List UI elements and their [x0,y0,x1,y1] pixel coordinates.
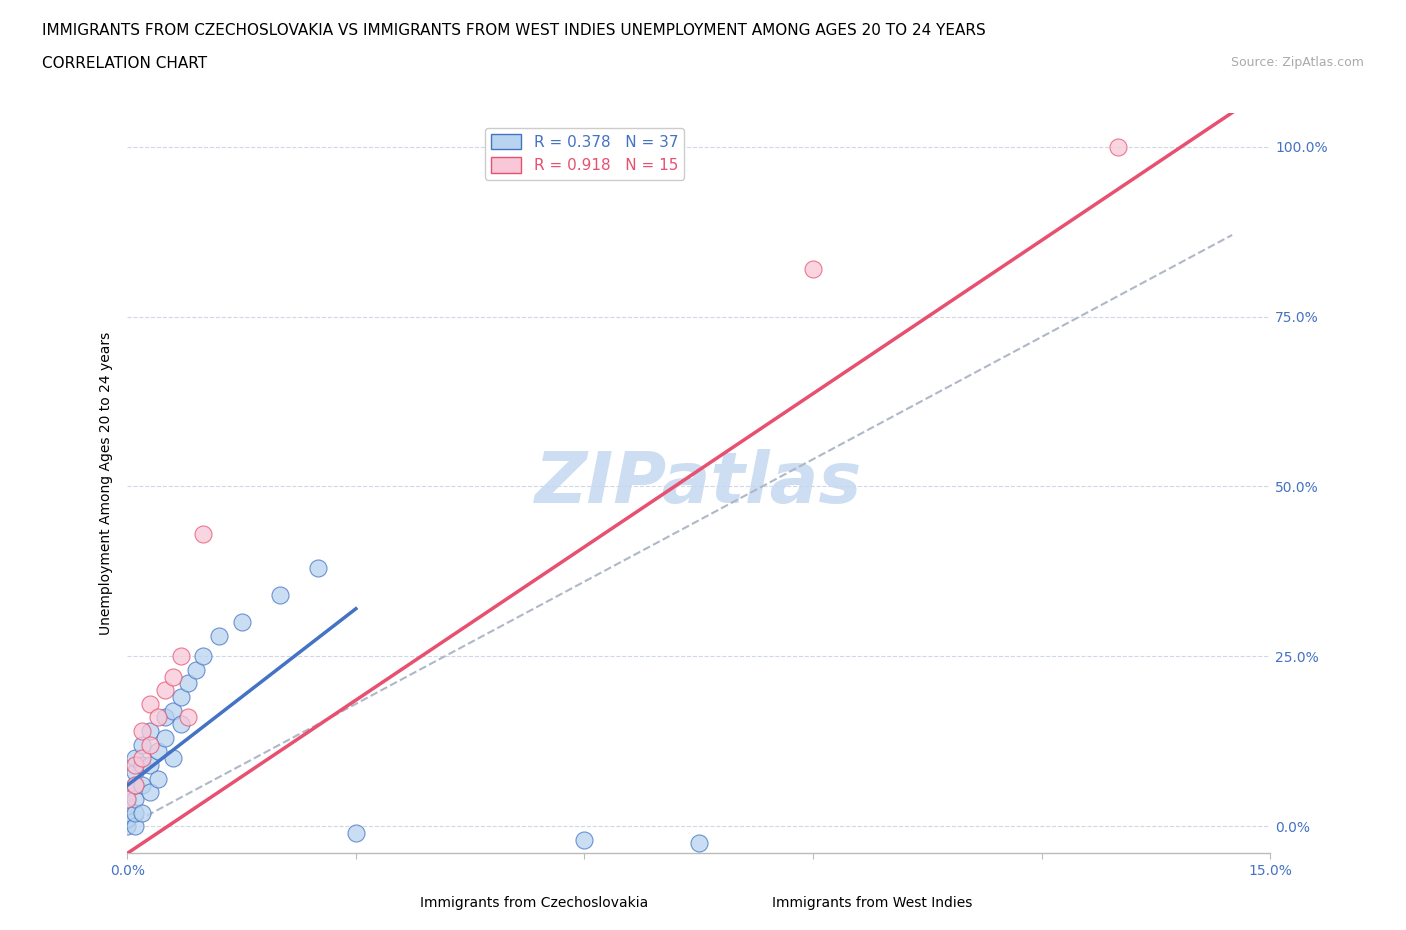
Point [117,798,139,813]
Point [124,778,146,793]
Point [146,710,169,724]
Point [139,785,162,800]
Point [124,758,146,773]
Point [117,805,139,820]
Point [208,629,231,644]
Point [131,751,153,765]
Text: CORRELATION CHART: CORRELATION CHART [42,56,207,71]
Y-axis label: Unemployment Among Ages 20 to 24 years: Unemployment Among Ages 20 to 24 years [100,331,114,634]
Legend: R = 0.378   N = 37, R = 0.918   N = 15: R = 0.378 N = 37, R = 0.918 N = 15 [485,127,685,179]
Point [117,791,139,806]
Point [169,717,191,732]
Point [146,744,169,759]
Point [177,710,200,724]
Point [117,812,139,827]
Point [139,697,162,711]
Point [155,730,177,745]
Text: Immigrants from West Indies: Immigrants from West Indies [772,896,972,910]
Point [344,826,367,841]
Point [162,703,184,718]
Point [801,261,824,276]
Point [131,737,153,752]
Point [124,751,146,765]
Point [169,649,191,664]
Point [231,615,253,630]
Point [155,683,177,698]
Point [131,758,153,773]
Point [177,676,200,691]
Point [155,710,177,724]
Point [131,805,153,820]
Point [688,836,710,851]
Point [193,526,215,541]
Point [117,785,139,800]
Point [124,791,146,806]
Point [124,764,146,779]
Point [146,771,169,786]
Text: Source: ZipAtlas.com: Source: ZipAtlas.com [1230,56,1364,69]
Text: Immigrants from Czechoslovakia: Immigrants from Czechoslovakia [420,896,648,910]
Point [139,758,162,773]
Point [117,818,139,833]
Point [117,791,139,806]
Point [139,737,162,752]
Point [124,805,146,820]
Point [193,649,215,664]
Text: IMMIGRANTS FROM CZECHOSLOVAKIA VS IMMIGRANTS FROM WEST INDIES UNEMPLOYMENT AMONG: IMMIGRANTS FROM CZECHOSLOVAKIA VS IMMIGR… [42,23,986,38]
Point [307,561,329,576]
Point [124,778,146,793]
Point [131,778,153,793]
Point [124,818,146,833]
Point [131,724,153,738]
Point [139,724,162,738]
Text: ZIPatlas: ZIPatlas [536,448,862,517]
Point [574,832,596,847]
Point [1107,140,1129,154]
Point [169,690,191,705]
Point [162,751,184,765]
Point [269,588,291,603]
Point [162,670,184,684]
Point [184,662,207,677]
